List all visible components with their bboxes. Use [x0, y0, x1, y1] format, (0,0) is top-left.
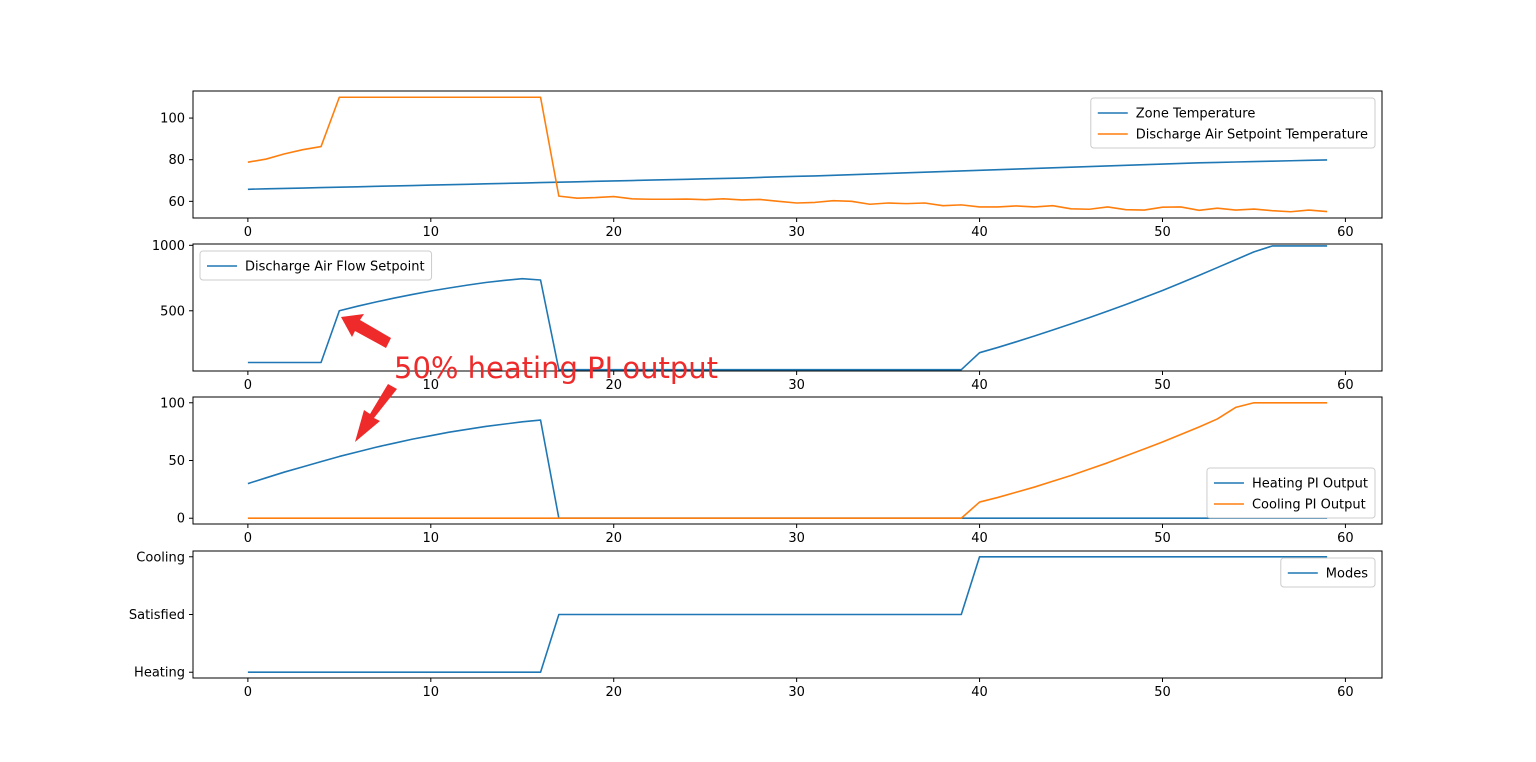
annotation-arrow-lower	[355, 384, 397, 442]
x-tick-label: 10	[423, 225, 440, 240]
y-tick-label: 80	[168, 153, 185, 168]
x-tick-label: 40	[971, 378, 988, 393]
chart-panel-3: 0 10 20 30 40 50 60 0 50 100 Heating PI Output Cool…	[160, 396, 1383, 546]
x-tick-label: 40	[971, 225, 988, 240]
x-tick-label: 60	[1337, 685, 1354, 700]
series-line-3-1	[247, 419, 1328, 520]
x-tick-label: 50	[1154, 378, 1171, 393]
axes-frame-2	[192, 243, 1383, 372]
legend-box	[1090, 97, 1376, 149]
series-line-1-2	[247, 96, 1328, 213]
x-tick-label: 30	[788, 378, 805, 393]
series-line-1-1	[247, 159, 1328, 191]
axes-frame-1	[192, 90, 1383, 219]
x-tick-label: 0	[244, 225, 252, 240]
x-tick-label: 0	[244, 531, 252, 546]
x-tick-label: 40	[971, 685, 988, 700]
x-tick-label: 20	[605, 378, 622, 393]
chart-panel-4: 0 10 20 30 40 50 60 Heating Satisfied Cooling Mode…	[129, 550, 1383, 700]
legend-box	[1280, 557, 1376, 588]
series-line-4-1	[247, 555, 1328, 674]
legend-3: Heating PI Output Cooling PI Output	[1206, 467, 1376, 519]
legend-label: Discharge Air Flow Setpoint	[245, 260, 425, 275]
series-line-2-1	[247, 245, 1328, 371]
legend-1: Zone Temperature Discharge Air Setpoint T…	[1090, 97, 1376, 149]
x-tick-label: 0	[244, 685, 252, 700]
y-tick-label: Cooling	[136, 550, 185, 565]
x-tick-label: 50	[1154, 531, 1171, 546]
y-tick-label: 60	[168, 195, 185, 210]
legend-box	[199, 250, 433, 281]
legend-label: Zone Temperature	[1136, 107, 1256, 122]
x-tick-label: 30	[788, 225, 805, 240]
y-tick-label: 100	[160, 396, 185, 411]
series-line-3-2	[247, 401, 1328, 520]
x-tick-label: 0	[244, 378, 252, 393]
x-tick-label: 30	[788, 531, 805, 546]
legend-label: Discharge Air Setpoint Temperature	[1136, 128, 1368, 143]
chart-panel-2: 0 10 20 30 40 50 60 500 1000 Discharge Air Flow S…	[152, 239, 1383, 393]
x-tick-label: 60	[1337, 531, 1354, 546]
y-tick-label: Satisfied	[129, 608, 185, 623]
x-tick-label: 10	[423, 378, 440, 393]
x-tick-label: 10	[423, 685, 440, 700]
x-tick-label: 30	[788, 685, 805, 700]
legend-box	[1206, 467, 1376, 519]
annotation-text: 50% heating PI output	[394, 351, 718, 385]
x-tick-label: 20	[605, 531, 622, 546]
legend-label: Modes	[1326, 567, 1368, 582]
y-tick-label: 50	[168, 454, 185, 469]
x-tick-label: 40	[971, 531, 988, 546]
x-tick-label: 60	[1337, 225, 1354, 240]
annotation: 50% heating PI output	[341, 314, 718, 442]
y-tick-label: 1000	[152, 239, 185, 254]
y-tick-label: 500	[160, 304, 185, 319]
x-tick-label: 60	[1337, 378, 1354, 393]
x-tick-label: 10	[423, 531, 440, 546]
chart-panel-1: 0 10 20 30 40 50 60 60 80 100 Zone Temperature Disc…	[160, 90, 1383, 240]
legend-2: Discharge Air Flow Setpoint	[199, 250, 433, 281]
legend-label: Cooling PI Output	[1252, 498, 1366, 513]
x-tick-label: 50	[1154, 225, 1171, 240]
legend-4: Modes	[1280, 557, 1376, 588]
x-tick-label: 20	[605, 685, 622, 700]
y-tick-label: 100	[160, 112, 185, 127]
x-tick-label: 20	[605, 225, 622, 240]
y-tick-label: Heating	[134, 666, 185, 681]
y-tick-label: 0	[177, 512, 185, 527]
x-tick-label: 50	[1154, 685, 1171, 700]
legend-label: Heating PI Output	[1252, 477, 1368, 492]
annotation-arrow-upper	[341, 314, 391, 348]
